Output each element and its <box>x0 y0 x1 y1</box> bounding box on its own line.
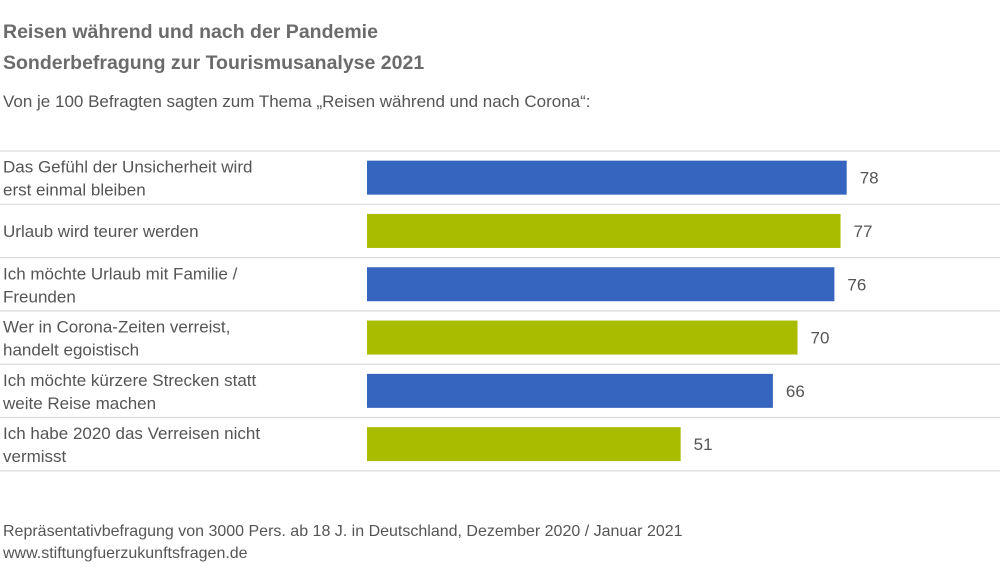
category-label-line: Ich möchte kürzere Strecken statt <box>3 371 256 390</box>
chart-subtitle: Von je 100 Befragten sagten zum Thema „R… <box>3 92 591 111</box>
bar <box>367 213 841 248</box>
category-label-line: Das Gefühl der Unsicherheit wird <box>3 158 252 177</box>
category-label: Wer in Corona-Zeiten verreist, handelt eg… <box>3 318 230 360</box>
value-label: 76 <box>847 275 866 294</box>
category-label-line: Ich habe 2020 das Verreisen nicht <box>3 424 260 443</box>
category-label: Urlaub wird teurer werden <box>3 222 199 241</box>
category-label-line: vermisst <box>3 447 67 466</box>
bar <box>367 320 798 355</box>
category-label-line: Freunden <box>3 287 76 306</box>
value-label: 51 <box>694 435 713 454</box>
bar <box>367 267 835 302</box>
category-label: Ich möchte kürzere Strecken statt weite R… <box>2 371 256 413</box>
value-label: 66 <box>786 382 805 401</box>
bar <box>367 160 847 195</box>
category-label: Ich habe 2020 das Verreisen nicht vermiss… <box>3 424 260 466</box>
chart-title: Reisen während und nach der Pandemie <box>3 21 378 43</box>
value-label: 78 <box>860 169 879 188</box>
value-label: 70 <box>811 329 830 348</box>
category-label-line: Wer in Corona-Zeiten verreist, <box>3 318 230 337</box>
category-label: Ich möchte Urlaub mit Familie / Freunden <box>3 264 238 306</box>
footer-note: Repräsentativbefragung von 3000 Pers. ab… <box>3 523 683 540</box>
category-label-line: Urlaub wird teurer werden <box>3 222 199 241</box>
category-label: Das Gefühl der Unsicherheit wird erst ein… <box>3 158 252 200</box>
value-label: 77 <box>854 222 873 241</box>
bar-chart: Das Gefühl der Unsicherheit wird erst ein… <box>0 150 1000 472</box>
chart-title-line-2: Sonderbefragung zur Tourismusanalyse 202… <box>3 52 425 74</box>
bar <box>367 373 773 408</box>
category-label-line: weite Reise machen <box>2 394 156 413</box>
category-label-line: handelt egoistisch <box>3 341 139 360</box>
category-label-line: erst einmal bleiben <box>3 181 146 200</box>
category-label-line: Ich möchte Urlaub mit Familie / <box>3 264 238 283</box>
bar <box>367 427 681 462</box>
footer-source: www.stiftungfuerzukunftsfragen.de <box>3 545 248 562</box>
